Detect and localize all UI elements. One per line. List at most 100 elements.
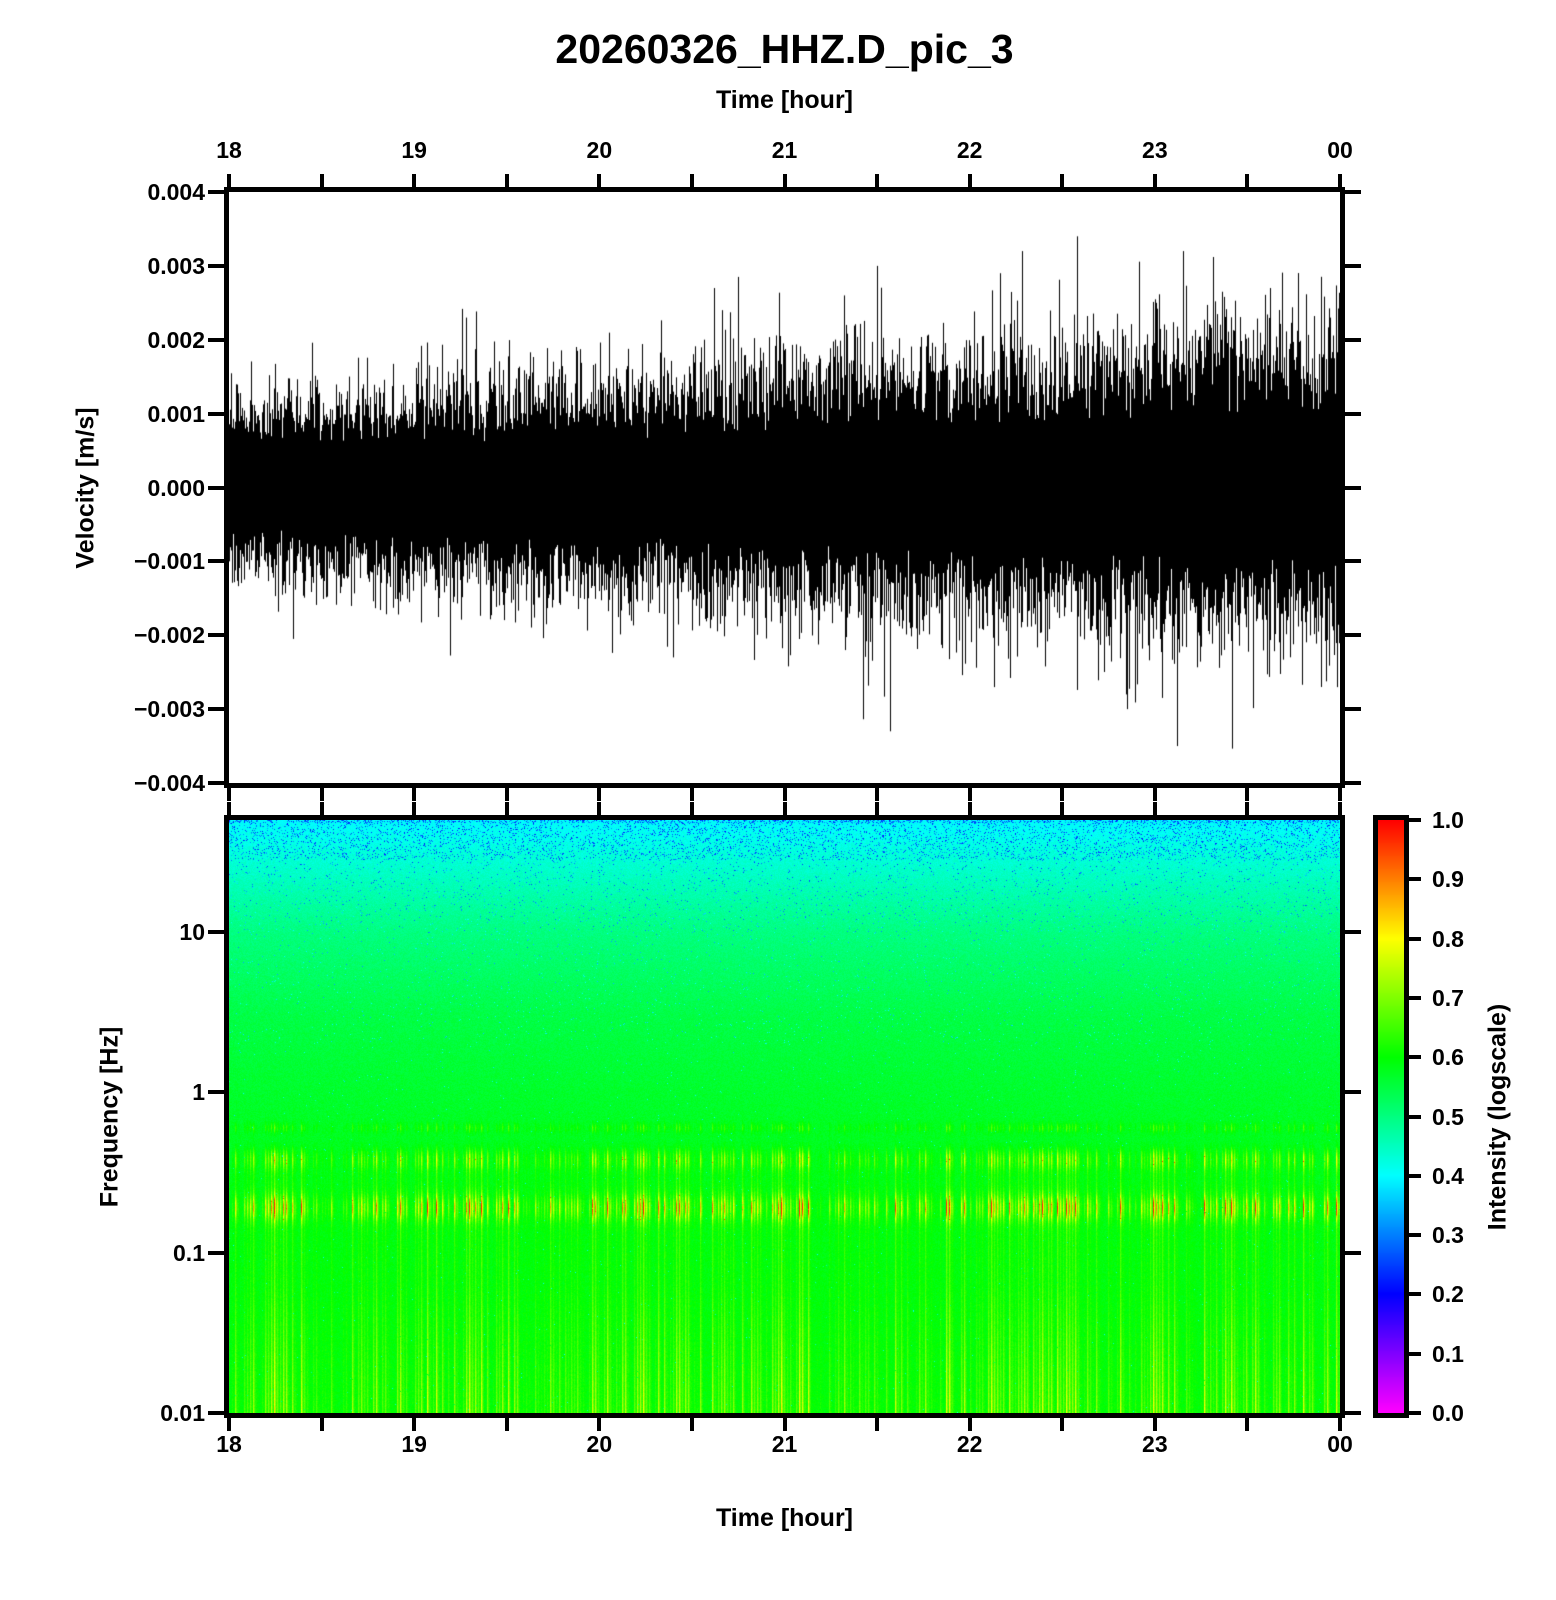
axis-tick-x [1060,174,1065,187]
axis-tick-y [1409,1114,1421,1119]
velocity-tick-label: −0.004 [134,770,205,796]
axis-tick-x [227,788,231,801]
axis-tick-y [1409,877,1421,882]
axis-tick-x [1152,174,1157,187]
axis-tick-x [875,1418,880,1431]
x-tick-label-top: 18 [216,137,242,163]
frequency-tick-label: 10 [179,919,205,946]
axis-tick-x [689,1418,694,1431]
axis-tick-y [208,190,224,194]
axis-tick-y [1409,995,1421,1000]
x-tick-label-bottom: 23 [1142,1431,1168,1457]
axis-tick-x [597,788,602,801]
axis-tick-y [1409,1351,1421,1356]
colorbar-tick-label: 0.1 [1432,1340,1464,1367]
axis-tick-x [1152,1418,1157,1431]
axis-tick-x [597,174,602,187]
axis-tick-y [208,485,224,490]
x-tick-label-bottom: 20 [586,1431,613,1457]
axis-tick-x [319,174,324,187]
axis-tick-x [504,1418,509,1431]
colorbar-tick-label: 0.7 [1432,984,1464,1011]
colorbar-tick-label: 0.5 [1432,1103,1464,1130]
axis-tick-x [319,1418,324,1431]
colorbar-tick-label: 0.9 [1432,866,1464,893]
axis-tick-y [208,1250,224,1255]
x-tick-label-bottom: 22 [956,1431,983,1457]
colorbar-tick-label: 0.8 [1432,925,1464,952]
axis-tick-y [1345,633,1361,638]
axis-tick-x [1060,802,1065,815]
axis-tick-x [412,788,417,801]
velocity-tick-label: −0.001 [134,548,205,575]
axis-tick-y [208,930,224,935]
x-tick-label-top: 23 [1142,137,1168,163]
waveform-canvas [229,192,1340,783]
axis-tick-x [1338,802,1342,815]
colorbar-tick-label: 0.4 [1432,1162,1464,1189]
axis-tick-y [1345,485,1361,490]
axis-tick-y [1345,1411,1361,1415]
axis-tick-x [227,802,231,815]
waveform-plot-frame [224,187,1345,788]
colorbar-canvas [1378,820,1404,1413]
spectrogram-canvas [229,820,1340,1413]
axis-tick-y [208,781,224,785]
x-tick-label-bottom: 18 [216,1431,242,1457]
axis-tick-x [689,802,694,815]
axis-tick-y [1345,1250,1361,1255]
axis-tick-y [208,411,224,416]
velocity-tick-label: −0.002 [134,622,205,649]
axis-tick-x [967,788,972,801]
axis-tick-x [1338,1418,1342,1431]
waveform-ylabel: Velocity [m/s] [71,406,100,569]
colorbar-frame [1373,815,1409,1418]
velocity-tick-label: 0.000 [147,474,205,501]
velocity-tick-label: 0.003 [147,252,205,279]
spectrogram-ylabel: Frequency [Hz] [95,1026,124,1207]
axis-tick-y [208,633,224,638]
velocity-tick-label: 0.002 [147,326,205,353]
axis-tick-y [1409,936,1421,941]
spectrogram-plot-frame [224,815,1345,1418]
x-tick-label-top: 22 [956,137,983,163]
axis-tick-x [412,802,417,815]
axis-tick-y [1345,1090,1361,1095]
axis-tick-x [782,174,787,187]
axis-tick-x [319,802,324,815]
velocity-tick-label: −0.003 [134,696,205,723]
x-tick-label-bottom: 19 [401,1431,427,1457]
axis-tick-y [1345,781,1361,785]
colorbar-tick-label: 0.3 [1432,1222,1464,1249]
axis-tick-x [412,174,417,187]
colorbar-tick-label: 0.2 [1432,1281,1464,1308]
axis-tick-x [967,1418,972,1431]
axis-tick-x [1338,174,1342,187]
axis-tick-x [875,174,880,187]
axis-tick-x [689,174,694,187]
axis-tick-x [504,802,509,815]
axis-tick-x [597,802,602,815]
axis-tick-y [1345,190,1361,194]
colorbar-tick-label: 1.0 [1432,807,1464,833]
axis-tick-y [1345,559,1361,564]
axis-tick-y [208,707,224,712]
colorbar-tick-label: 0.0 [1432,1400,1464,1426]
top-axis-title: Time [hour] [715,86,854,114]
axis-tick-x [597,1418,602,1431]
velocity-tick-label: 0.004 [147,179,205,205]
axis-tick-x [1245,1418,1250,1431]
axis-tick-y [208,337,224,342]
axis-tick-x [967,802,972,815]
axis-tick-x [1152,802,1157,815]
axis-tick-y [1409,1233,1421,1238]
axis-tick-x [1338,788,1342,801]
axis-tick-x [319,788,324,801]
axis-tick-y [1345,337,1361,342]
axis-tick-x [782,788,787,801]
axis-tick-y [208,263,224,268]
bottom-axis-title: Time [hour] [715,1504,854,1532]
axis-tick-x [875,788,880,801]
axis-tick-x [227,174,231,187]
